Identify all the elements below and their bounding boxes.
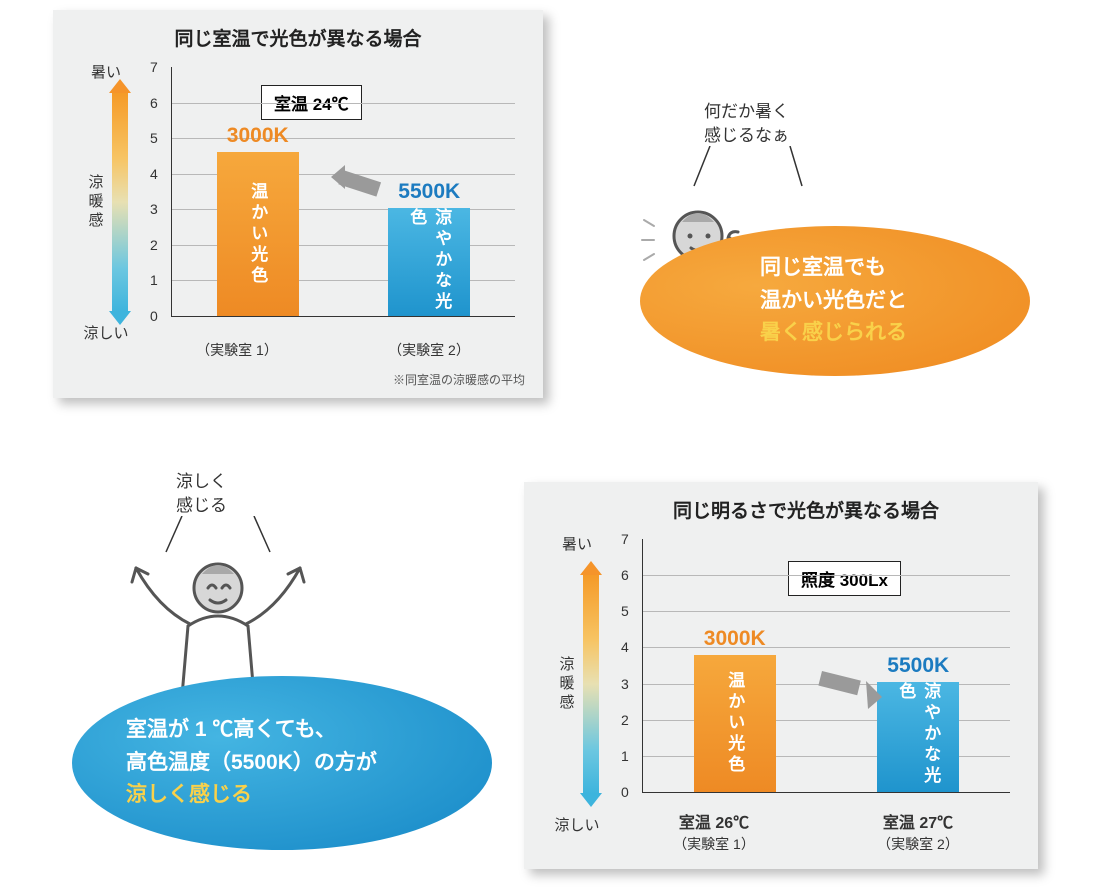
chart-x-label: （実験室 2） — [364, 341, 495, 359]
callout1-line3: 暑く感じられる — [760, 317, 1000, 350]
x-label-line2: （実験室 1） — [172, 341, 303, 359]
gauge-cold-label: 涼しい — [83, 322, 128, 343]
chart-bar: 涼やかな光色 — [877, 682, 959, 792]
callout2-line1: 室温が 1 ℃高くても、 — [126, 714, 462, 747]
chart-ytick: 4 — [150, 166, 158, 182]
bar-inner-label: 涼やかな光色 — [893, 682, 943, 792]
chart-ytick: 1 — [621, 748, 629, 764]
chart-ytick: 5 — [621, 603, 629, 619]
gauge-body: 涼暖感 — [85, 86, 128, 318]
panel1-chart: 室温 24℃ 012345673000K温かい光色5500K涼やかな光色 （実験… — [141, 57, 525, 367]
chart-ytick: 5 — [150, 130, 158, 146]
x-label-line2: （実験室 1） — [645, 835, 784, 853]
chart-ytick: 0 — [621, 784, 629, 800]
callout2-line3: 涼しく感じる — [126, 779, 462, 812]
bar-top-label: 5500K — [398, 180, 460, 204]
panel2-gauge: 暑い 涼暖感 涼しい — [542, 529, 612, 859]
panel2-body: 暑い 涼暖感 涼しい 照度 300Lx 012345673000K温かい光色55… — [542, 529, 1020, 859]
gauge-gradient-bar — [583, 574, 599, 794]
chart-x-label: 室温 27℃（実験室 2） — [849, 814, 988, 853]
bar-inner-label: 温かい光色 — [245, 182, 270, 287]
callout1-line1: 同じ室温でも — [760, 252, 1000, 285]
chart-ytick: 6 — [150, 95, 158, 111]
chart-ytick: 3 — [621, 676, 629, 692]
chart-x-label: （実験室 1） — [172, 341, 303, 359]
chart-ytick: 7 — [150, 59, 158, 75]
bar-top-label: 3000K — [704, 627, 766, 651]
callout1-line2: 温かい光色だと — [760, 285, 1000, 318]
gauge-gradient-bar — [112, 92, 128, 312]
chart-x-label: 室温 26℃（実験室 1） — [645, 814, 784, 853]
callout2-bubble: 室温が 1 ℃高くても、 高色温度（5500K）の方が 涼しく感じる — [72, 676, 492, 850]
chart-ytick: 3 — [150, 201, 158, 217]
chart-bar: 温かい光色 — [694, 655, 776, 792]
panel2-chart: 照度 300Lx 012345673000K温かい光色5500K涼やかな光色 室… — [612, 529, 1020, 859]
callout2-line2: 高色温度（5500K）の方が — [126, 747, 462, 780]
chart-ytick: 4 — [621, 639, 629, 655]
chart-bar-wrap: 3000K 温かい光色 — [199, 67, 316, 316]
bar-inner-label: 温かい光色 — [722, 671, 747, 776]
chart-bar: 涼やかな光色 — [388, 208, 470, 316]
chart2-box: 012345673000K温かい光色5500K涼やかな光色 — [642, 539, 1010, 793]
chart-bars-row: 3000K 温かい光色 5500K 涼やかな光色 — [643, 539, 1010, 792]
chart-ytick: 7 — [621, 531, 629, 547]
panel2-title: 同じ明るさで光色が異なる場合 — [542, 496, 1020, 523]
chart-ytick: 1 — [150, 272, 158, 288]
panel1-title: 同じ室温で光色が異なる場合 — [71, 24, 525, 51]
x-label-line2: （実験室 2） — [364, 341, 495, 359]
x-label-line2: （実験室 2） — [849, 835, 988, 853]
x-label-line1: 室温 27℃ — [849, 814, 988, 835]
chart-ytick: 6 — [621, 567, 629, 583]
bar-inner-label: 涼やかな光色 — [404, 208, 454, 316]
callout1-bubble: 同じ室温でも 温かい光色だと 暑く感じられる — [640, 226, 1030, 376]
gauge-axis-label: 涼暖感 — [556, 656, 577, 713]
gauge-cold-label: 涼しい — [554, 814, 599, 835]
gauge-hot-label: 暑い — [562, 533, 592, 554]
chart-bar-wrap: 3000K 温かい光色 — [672, 539, 797, 792]
chart-ytick: 0 — [150, 308, 158, 324]
gauge-body: 涼暖感 — [556, 558, 599, 810]
bar-top-label: 5500K — [887, 654, 949, 678]
chart-bar-wrap: 5500K 涼やかな光色 — [856, 539, 981, 792]
panel1-footnote: ※同室温の涼暖感の平均 — [71, 371, 525, 388]
gauge-axis-label: 涼暖感 — [85, 174, 106, 231]
panel1-gauge: 暑い 涼暖感 涼しい — [71, 57, 141, 367]
chart2-x-labels: 室温 26℃（実験室 1） 室温 27℃（実験室 2） — [612, 814, 1020, 853]
panel-same-brightness: 同じ明るさで光色が異なる場合 暑い 涼暖感 涼しい 照度 300Lx 01234… — [524, 482, 1038, 869]
chart-bar: 温かい光色 — [217, 152, 299, 316]
chart1-arrow-icon — [331, 165, 393, 217]
chart1-x-labels: （実験室 1） （実験室 2） — [141, 341, 525, 359]
x-label-line1: 室温 26℃ — [645, 814, 784, 835]
chart-ytick: 2 — [150, 237, 158, 253]
callout2-speech: 涼しく 感じる — [176, 470, 227, 518]
chart2-arrow-icon — [818, 667, 882, 713]
chart-ytick: 2 — [621, 712, 629, 728]
panel1-body: 暑い 涼暖感 涼しい 室温 24℃ 012345673000K温かい光色5500… — [71, 57, 525, 367]
bar-top-label: 3000K — [227, 124, 289, 148]
callout1-speech: 何だか暑く 感じるなぁ — [704, 100, 789, 148]
panel-same-temp: 同じ室温で光色が異なる場合 暑い 涼暖感 涼しい 室温 24℃ 01234567… — [53, 10, 543, 398]
